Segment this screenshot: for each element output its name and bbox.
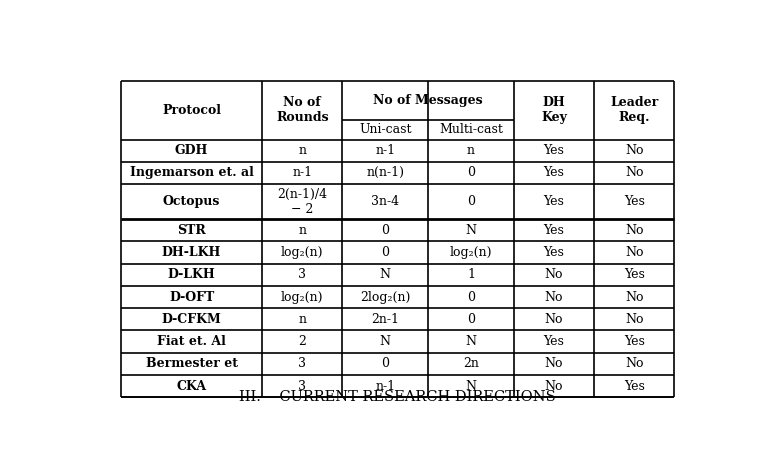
Text: n-1: n-1 — [375, 144, 395, 157]
Text: Multi-cast: Multi-cast — [439, 123, 503, 136]
Text: 2n-1: 2n-1 — [371, 313, 399, 326]
Text: DH-LKH: DH-LKH — [162, 246, 221, 259]
Text: log₂(n): log₂(n) — [450, 246, 492, 259]
Text: Octopus: Octopus — [163, 195, 220, 208]
Text: Yes: Yes — [624, 195, 645, 208]
Text: 1: 1 — [467, 268, 475, 281]
Text: 0: 0 — [467, 195, 475, 208]
Text: Protocol: Protocol — [162, 104, 221, 117]
Text: Yes: Yes — [543, 195, 564, 208]
Text: No of
Rounds: No of Rounds — [276, 96, 328, 124]
Text: No: No — [625, 313, 643, 326]
Text: 2log₂(n): 2log₂(n) — [360, 290, 411, 303]
Text: 3: 3 — [298, 357, 307, 370]
Text: N: N — [466, 224, 476, 237]
Text: n(n-1): n(n-1) — [366, 166, 404, 179]
Text: DH
Key: DH Key — [541, 96, 567, 124]
Text: n: n — [298, 144, 307, 157]
Text: 0: 0 — [467, 313, 475, 326]
Text: No: No — [625, 224, 643, 237]
Text: D-LKH: D-LKH — [168, 268, 216, 281]
Text: N: N — [466, 379, 476, 392]
Text: No: No — [545, 313, 563, 326]
Text: n: n — [298, 313, 307, 326]
Text: n-1: n-1 — [375, 379, 395, 392]
Text: 2(n-1)/4
− 2: 2(n-1)/4 − 2 — [277, 188, 327, 216]
Text: Yes: Yes — [543, 246, 564, 259]
Text: CKA: CKA — [176, 379, 206, 392]
Text: 2n: 2n — [463, 357, 479, 370]
Text: Yes: Yes — [624, 268, 645, 281]
Text: n-1: n-1 — [293, 166, 312, 179]
Text: Ingemarson et. al: Ingemarson et. al — [130, 166, 254, 179]
Text: III.    CURRENT RESEARCH DIRECTIONS: III. CURRENT RESEARCH DIRECTIONS — [239, 390, 556, 404]
Text: Yes: Yes — [624, 335, 645, 348]
Text: 2: 2 — [298, 335, 307, 348]
Text: No: No — [625, 166, 643, 179]
Text: log₂(n): log₂(n) — [281, 246, 324, 259]
Text: Yes: Yes — [543, 166, 564, 179]
Text: 0: 0 — [467, 290, 475, 303]
Text: n: n — [298, 224, 307, 237]
Text: N: N — [466, 335, 476, 348]
Text: Yes: Yes — [543, 335, 564, 348]
Text: No: No — [545, 379, 563, 392]
Text: N: N — [379, 335, 391, 348]
Text: No: No — [545, 268, 563, 281]
Text: N: N — [379, 268, 391, 281]
Text: Yes: Yes — [624, 379, 645, 392]
Text: D-CFKM: D-CFKM — [161, 313, 221, 326]
Text: Bermester et: Bermester et — [146, 357, 237, 370]
Text: Uni-cast: Uni-cast — [359, 123, 411, 136]
Text: Fiat et. Al: Fiat et. Al — [158, 335, 226, 348]
Text: No: No — [625, 357, 643, 370]
Text: Yes: Yes — [543, 224, 564, 237]
Text: Yes: Yes — [543, 144, 564, 157]
Text: 3: 3 — [298, 268, 307, 281]
Text: 3n-4: 3n-4 — [371, 195, 400, 208]
Text: 0: 0 — [467, 166, 475, 179]
Text: n: n — [467, 144, 475, 157]
Text: 0: 0 — [381, 246, 390, 259]
Text: No: No — [545, 290, 563, 303]
Text: D-OFT: D-OFT — [169, 290, 214, 303]
Text: GDH: GDH — [175, 144, 208, 157]
Text: 3: 3 — [298, 379, 307, 392]
Text: 0: 0 — [381, 357, 390, 370]
Text: 0: 0 — [381, 224, 390, 237]
Text: STR: STR — [177, 224, 206, 237]
Text: No of Messages: No of Messages — [373, 94, 483, 107]
Text: No: No — [625, 290, 643, 303]
Text: No: No — [545, 357, 563, 370]
Text: Leader
Req.: Leader Req. — [610, 96, 658, 124]
Text: No: No — [625, 144, 643, 157]
Text: No: No — [625, 246, 643, 259]
Text: log₂(n): log₂(n) — [281, 290, 324, 303]
